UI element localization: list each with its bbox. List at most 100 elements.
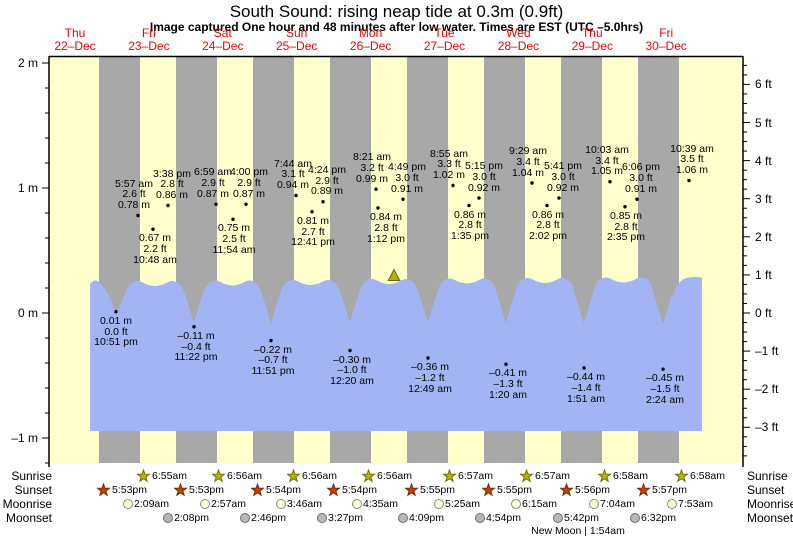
- day-label: Tue 27–Dec: [423, 26, 466, 53]
- sunset-entry: 5:55pm: [482, 483, 532, 497]
- night-low-point: [426, 356, 430, 360]
- new-moon-label: New Moon | 1:54am: [531, 525, 625, 537]
- midday-low-point: [151, 227, 155, 231]
- sunrise-time: 6:58am: [613, 470, 649, 482]
- high-tide-point: [401, 197, 405, 201]
- sunrise-icon: [287, 469, 301, 483]
- moonset-time: 4:09pm: [409, 512, 445, 524]
- high-tide-annotation: 8:55 am 3.3 ft 1.02 m: [430, 147, 468, 182]
- sunset-time: 5:54pm: [266, 484, 302, 496]
- moonset-icon: [398, 513, 408, 523]
- midday-low-annotation: 0.86 m 2.8 ft 2:02 pm: [529, 208, 567, 243]
- moonrise-time: 6:15am: [522, 498, 558, 510]
- high-tide-point: [294, 193, 298, 198]
- high-tide-annotation: 6:06 pm 3.0 ft 0.91 m: [622, 161, 660, 195]
- high-tide-point: [557, 196, 561, 200]
- moonset-entry: 4:54pm: [475, 511, 521, 525]
- night-low-annotation: –0.36 m –1.2 ft 12:49 am: [408, 361, 452, 395]
- midday-low-point: [545, 203, 549, 208]
- moonset-time: 2:08pm: [174, 512, 210, 524]
- sunset-icon: [405, 483, 419, 497]
- sunset-time: 5:56pm: [575, 484, 611, 496]
- midday-low-annotation: 0.84 m 2.8 ft 1:12 pm: [367, 211, 405, 245]
- high-tide-point: [244, 202, 248, 206]
- midday-low-annotation: 0.86 m 2.8 ft 1:35 pm: [451, 208, 489, 243]
- moonset-entry: 4:09pm: [398, 511, 444, 525]
- high-tide-annotation: 3:38 pm 2.8 ft 0.86 m: [153, 167, 191, 202]
- sunset-time: 5:54pm: [342, 484, 378, 496]
- moonset-time: 4:54pm: [486, 512, 522, 524]
- moonset-icon: [163, 513, 173, 523]
- moonrise-time: 3:46am: [287, 498, 323, 510]
- night-low-annotation: –0.22 m –0.7 ft 11:51 pm: [251, 343, 295, 378]
- sunrise-entry: 6:58am: [598, 469, 648, 483]
- midday-low-point: [310, 210, 314, 214]
- high-tide-point: [530, 181, 534, 185]
- night-low-point: [582, 366, 586, 370]
- sunrise-entry: 6:56am: [212, 469, 262, 483]
- sunset-entry: 5:54pm: [327, 483, 377, 497]
- night-low-point: [192, 325, 196, 329]
- high-tide-annotation: 4:24 pm 2.9 ft 0.89 m: [308, 163, 346, 198]
- sunset-entry: 5:53pm: [174, 483, 224, 497]
- night-low-point: [269, 338, 273, 343]
- moonset-icon: [240, 513, 250, 523]
- sunset-entry: 5:54pm: [251, 483, 301, 497]
- moonset-time: 5:42pm: [564, 512, 600, 524]
- midday-low-annotation: 0.67 m 2.2 ft 10:48 am: [133, 232, 177, 266]
- sunset-entry: 5:53pm: [97, 483, 147, 497]
- moonset-icon: [317, 513, 327, 523]
- y-axis-right-label: –2 ft: [755, 382, 779, 397]
- high-tide-point: [321, 200, 325, 204]
- high-tide-annotation: 6:59 am 2.9 ft 0.87 m: [194, 166, 232, 200]
- sunset-entry: 5:56pm: [560, 483, 610, 497]
- moonrise-entry: 5:25am: [434, 497, 480, 511]
- sunrise-icon: [675, 469, 689, 483]
- moonrise-icon: [200, 499, 210, 509]
- night-low-point: [504, 362, 508, 366]
- high-tide-point: [214, 202, 218, 206]
- astro-row-label-right: Sunset: [747, 483, 785, 497]
- moonrise-icon: [123, 499, 133, 509]
- y-axis-left-label: 0 m: [17, 306, 38, 320]
- y-axis-right-label: 4 ft: [755, 153, 772, 168]
- moonrise-time: 7:53am: [678, 498, 714, 510]
- sunrise-entry: 6:57am: [520, 469, 570, 483]
- high-tide-point: [451, 183, 455, 188]
- y-axis-right-label: 0 ft: [755, 306, 772, 320]
- moonrise-entry: 2:57am: [200, 497, 246, 511]
- moonrise-entry: 2:09am: [123, 497, 169, 511]
- sunrise-entry: 6:56am: [287, 469, 337, 483]
- high-tide-point: [477, 196, 481, 200]
- midday-low-point: [467, 203, 471, 208]
- moonset-icon: [553, 513, 563, 523]
- day-label: Fri 30–Dec: [645, 26, 687, 53]
- moonrise-time: 4:35am: [363, 498, 399, 510]
- moonset-time: 6:32pm: [641, 512, 677, 524]
- page-title: South Sound: rising neap tide at 0.3m (0…: [229, 2, 564, 21]
- day-label: Fri 23–Dec: [128, 26, 170, 53]
- night-low-annotation: –0.30 m –1.0 ft 12:20 am: [330, 353, 374, 388]
- high-tide-annotation: 10:39 am 3.5 ft 1.06 m: [670, 142, 714, 177]
- night-low-annotation: –0.11 m –0.4 ft 11:22 pm: [174, 329, 218, 364]
- moonrise-icon: [434, 499, 444, 509]
- sunset-icon: [174, 483, 188, 497]
- high-tide-annotation: 4:00 pm 2.9 ft 0.87 m: [230, 166, 268, 200]
- sunset-icon: [327, 483, 341, 497]
- sunrise-icon: [598, 469, 612, 483]
- y-axis-right-label: 3 ft: [755, 191, 772, 206]
- high-tide-point: [608, 180, 612, 184]
- sunrise-time: 6:56am: [377, 470, 413, 482]
- moonset-time: 3:27pm: [328, 512, 364, 524]
- high-tide-point: [166, 203, 170, 208]
- sunset-time: 5:55pm: [497, 484, 533, 496]
- astro-row-label-left: Moonset: [5, 511, 52, 525]
- sunrise-icon: [362, 469, 376, 483]
- sunrise-entry: 6:56am: [362, 469, 412, 483]
- sunrise-entry: 6:58am: [675, 469, 725, 483]
- sunrise-time: 6:57am: [458, 470, 494, 482]
- sunset-icon: [560, 483, 574, 497]
- y-axis-left-label: 2 m: [17, 56, 38, 70]
- midday-low-point: [231, 217, 235, 221]
